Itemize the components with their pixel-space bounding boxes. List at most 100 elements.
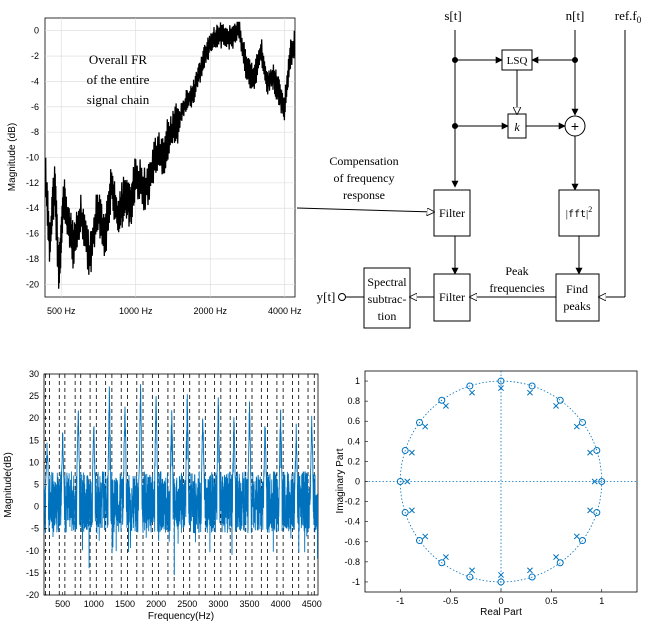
filter-bottom-label: Filter — [439, 290, 465, 304]
x-tick-label: 1500 — [115, 599, 135, 609]
y-tick-label: -20 — [26, 590, 39, 600]
y-axis-label: Magnitude (dB) — [7, 123, 18, 191]
y-tick-label: 20 — [29, 413, 39, 423]
pole-marker — [498, 571, 504, 578]
y-tick-label: 25 — [29, 391, 39, 401]
pole-zero-marks — [396, 377, 606, 586]
x-tick-label: -1 — [396, 596, 404, 606]
y-tick-label: -1 — [352, 577, 360, 587]
pole-marker — [469, 389, 476, 396]
y-tick-label: -20 — [26, 279, 39, 289]
x-tick-labels: 500 1000 1500 2000 2500 3000 3500 4000 4500 — [55, 592, 322, 609]
compensation-line-2: of frequency — [334, 171, 395, 185]
pole-marker — [526, 389, 533, 396]
x-tick-labels: -1 -0.5 0 0.5 1 — [396, 589, 604, 606]
sum-symbol: + — [571, 118, 579, 134]
spectral-line-3: tion — [378, 309, 397, 323]
compensation-label: Compensation of frequency response — [329, 154, 398, 202]
y-tick-label: 15 — [29, 435, 39, 445]
pole-marker — [408, 507, 415, 514]
y-tick-label: 10 — [29, 457, 39, 467]
y-tick-label: 0.6 — [347, 416, 360, 426]
pole-marker — [404, 478, 411, 485]
y-tick-label: -18 — [26, 254, 39, 264]
zero-marker — [556, 396, 564, 404]
pole-marker — [408, 449, 415, 456]
peak-frequencies-line-1: Peak — [505, 264, 528, 278]
input-s-label: s[t] — [444, 8, 461, 23]
x-tick-label: 3500 — [239, 599, 259, 609]
zero-marker — [579, 418, 587, 426]
k-label: k — [514, 120, 520, 134]
pole-marker — [469, 567, 476, 574]
pole-marker — [591, 478, 598, 485]
y-tick-label: 0.2 — [347, 456, 360, 466]
compensation-arrow — [296, 207, 434, 212]
zero-marker — [528, 573, 536, 581]
input-ref-label: ref.f0 — [615, 8, 642, 25]
y-tick-label: -10 — [26, 546, 39, 556]
compensation-line-1: Compensation — [329, 154, 398, 168]
x-axis-label: Frequency(Hz) — [148, 611, 214, 622]
y-tick-labels: -20 -15 -10 -5 0 5 10 15 20 25 30 — [26, 369, 47, 600]
fr-annotation: Overall FR of the entire signal chain — [87, 52, 150, 107]
plot-area — [364, 370, 638, 593]
x-tick-label: 2500 — [177, 599, 197, 609]
x-tick-label: 500 Hz — [47, 306, 76, 316]
pole-marker — [526, 567, 533, 574]
spectrum-line — [44, 384, 318, 576]
y-tick-label: -0.4 — [344, 517, 360, 527]
y-tick-label: -16 — [26, 229, 39, 239]
pole-marker — [422, 423, 429, 430]
pole-marker — [573, 533, 580, 540]
zero-marker — [438, 559, 446, 567]
y-tick-labels: -1 -0.8 -0.6 -0.4 -0.2 0 0.2 0.4 0.6 0.8 1 — [344, 376, 368, 587]
spectral-line-1: Spectral — [367, 275, 407, 289]
y-tick-labels: 0 -2 -4 -6 -8 -10 -12 -14 -16 -18 -20 — [26, 26, 39, 290]
y-tick-label: 5 — [34, 480, 39, 490]
annotation-line-2: of the entire — [87, 72, 150, 87]
zero-marker — [497, 578, 505, 586]
annotation-line-3: signal chain — [87, 92, 150, 107]
zero-marker — [438, 396, 446, 404]
x-tick-label: 500 — [55, 599, 70, 609]
x-tick-label: -0.5 — [443, 596, 459, 606]
y-tick-label: 0 — [34, 26, 39, 36]
block-diagram: s[t] n[t] ref.f0 LSQ k + Filter |fft|2 — [296, 8, 642, 329]
y-tick-label: -5 — [31, 524, 39, 534]
pole-marker — [553, 554, 560, 561]
y-tick-label: 0 — [34, 502, 39, 512]
y-axis-label: Imaginary Part — [335, 448, 346, 513]
overall-fr-chart: 0 -2 -4 -6 -8 -10 -12 -14 -16 -18 -20 500 Hz 1000 H… — [7, 17, 302, 316]
input-n-label: n[t] — [566, 8, 585, 23]
y-tick-label: -4 — [31, 76, 39, 86]
axes — [365, 371, 637, 592]
zero-marker — [497, 377, 505, 385]
output-terminal — [338, 293, 346, 301]
x-tick-label: 2000 — [146, 599, 166, 609]
y-tick-label: -0.6 — [344, 537, 360, 547]
zero-marker — [466, 573, 474, 581]
compensation-line-3: response — [343, 188, 385, 202]
pole-marker — [573, 423, 580, 430]
y-tick-label: -10 — [26, 153, 39, 163]
zero-marker — [466, 382, 474, 390]
spectral-subtraction-block — [363, 267, 411, 329]
pole-marker — [442, 402, 449, 409]
y-tick-label: 0.8 — [347, 396, 360, 406]
x-tick-labels: 500 Hz 1000 Hz 2000 Hz 4000 Hz — [47, 306, 302, 316]
zero-marker — [579, 537, 587, 545]
pole-zero-chart: -1 -0.8 -0.6 -0.4 -0.2 0 0.2 0.4 0.6 0.8 1 -1 -0.5 0… — [335, 370, 638, 618]
x-tick-label: 4000 Hz — [268, 306, 302, 316]
zero-marker — [593, 446, 601, 454]
x-tick-label: 1000 Hz — [119, 306, 153, 316]
find-peaks-line-1: Find — [566, 282, 588, 296]
x-tick-label: 1000 — [84, 599, 104, 609]
zero-marker — [598, 478, 606, 485]
zero-marker — [556, 559, 564, 567]
zero-marker — [396, 478, 404, 485]
dashed-lines — [45, 374, 315, 595]
y-tick-label: 1 — [355, 376, 360, 386]
peak-frequencies-line-2: frequencies — [489, 281, 545, 295]
